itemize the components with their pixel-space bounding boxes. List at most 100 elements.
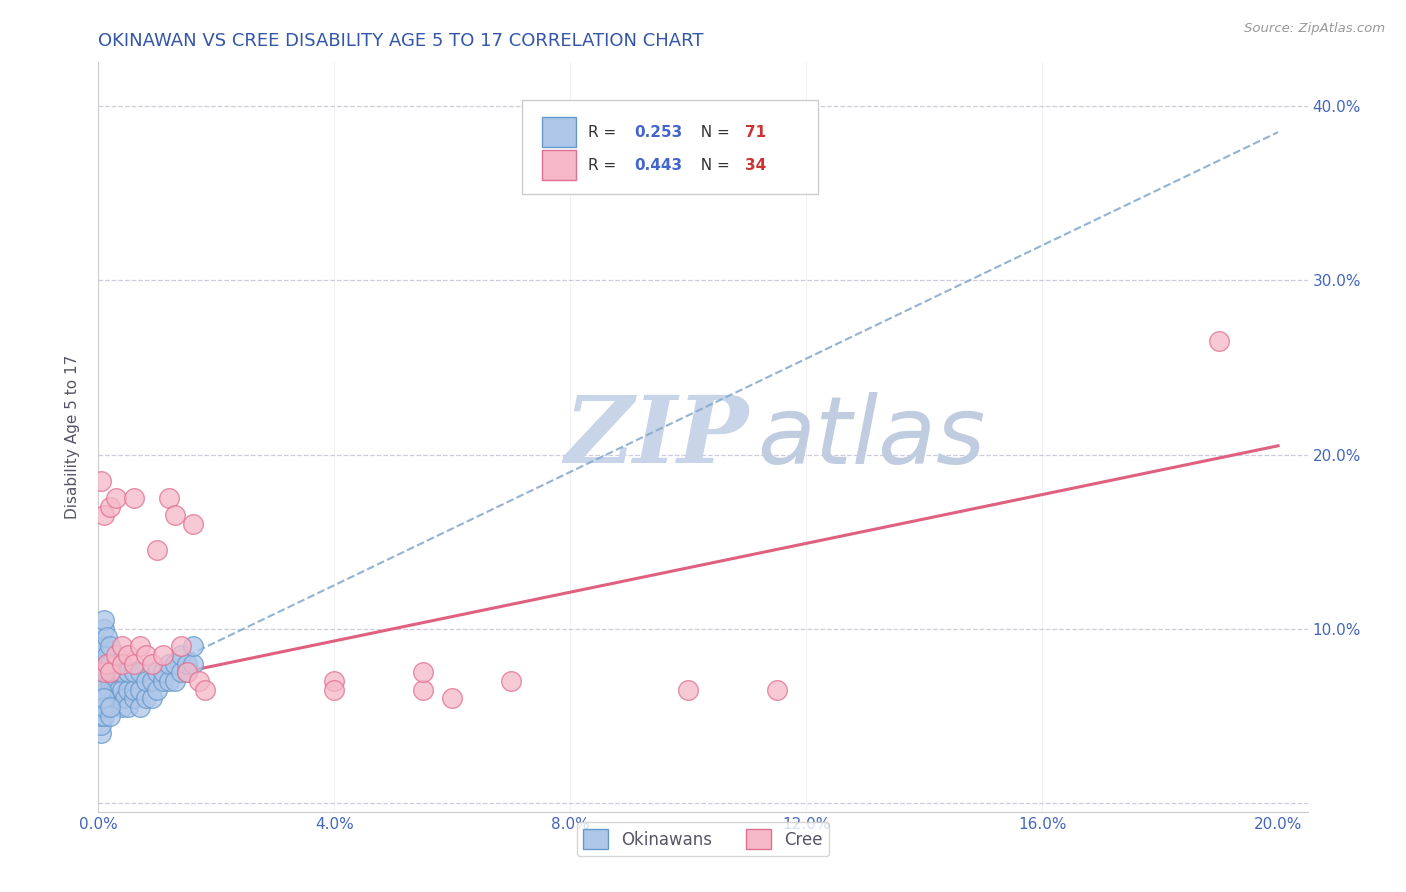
Point [98, 639, 121, 653]
Point [93, 665, 115, 680]
Point [101, 665, 124, 680]
Point [96, 682, 118, 697]
Point [141, 691, 163, 706]
Point [111, 657, 134, 671]
Point [96, 631, 118, 645]
Point [187, 673, 209, 688]
Point [141, 657, 163, 671]
Point [157, 657, 180, 671]
Point [108, 665, 131, 680]
Point [165, 673, 187, 688]
Point [146, 665, 169, 680]
Point [90, 474, 112, 488]
Point [98, 665, 121, 680]
Point [93, 700, 115, 714]
Text: 0.253: 0.253 [634, 125, 682, 140]
Point [157, 491, 180, 505]
Text: N =: N = [690, 125, 734, 140]
Text: atlas: atlas [758, 392, 986, 483]
Point [117, 682, 139, 697]
Point [93, 709, 115, 723]
Point [105, 673, 128, 688]
Point [152, 673, 174, 688]
Point [93, 639, 115, 653]
Point [135, 691, 157, 706]
Point [98, 709, 121, 723]
Point [98, 673, 121, 688]
Point [96, 657, 118, 671]
Point [101, 682, 124, 697]
Point [90, 700, 112, 714]
Point [117, 700, 139, 714]
Point [93, 700, 115, 714]
Point [93, 691, 115, 706]
Point [111, 682, 134, 697]
Point [128, 682, 150, 697]
Point [105, 491, 128, 505]
Text: 71: 71 [745, 125, 766, 140]
Point [194, 682, 217, 697]
FancyBboxPatch shape [543, 150, 576, 180]
Point [152, 648, 174, 662]
Point [93, 613, 115, 627]
Point [105, 648, 128, 662]
Point [90, 665, 112, 680]
Point [176, 665, 198, 680]
Point [323, 673, 346, 688]
Y-axis label: Disability Age 5 to 17: Disability Age 5 to 17 [65, 355, 80, 519]
Point [98, 700, 121, 714]
Point [90, 648, 112, 662]
Point [165, 657, 187, 671]
Point [105, 665, 128, 680]
Text: 0.443: 0.443 [634, 158, 682, 172]
Point [152, 665, 174, 680]
Point [111, 700, 134, 714]
Point [176, 665, 198, 680]
Point [170, 639, 193, 653]
Point [98, 665, 121, 680]
Point [90, 709, 112, 723]
Point [181, 657, 204, 671]
Point [98, 500, 121, 514]
Point [122, 682, 145, 697]
Point [105, 691, 128, 706]
Point [441, 691, 464, 706]
Point [135, 673, 157, 688]
Point [96, 665, 118, 680]
Point [105, 657, 128, 671]
Point [108, 682, 131, 697]
Point [170, 665, 193, 680]
Point [146, 682, 169, 697]
Point [93, 691, 115, 706]
Point [141, 673, 163, 688]
Point [90, 717, 112, 731]
Point [501, 673, 523, 688]
Point [98, 657, 121, 671]
Point [765, 682, 787, 697]
FancyBboxPatch shape [543, 117, 576, 147]
Point [93, 673, 115, 688]
Point [117, 665, 139, 680]
Point [170, 648, 193, 662]
Point [90, 682, 112, 697]
Point [1208, 334, 1230, 349]
Point [93, 657, 115, 671]
Point [165, 508, 187, 523]
Text: R =: R = [588, 158, 621, 172]
Point [105, 682, 128, 697]
FancyBboxPatch shape [522, 100, 818, 194]
Point [157, 673, 180, 688]
Point [181, 517, 204, 532]
Point [122, 657, 145, 671]
Point [90, 691, 112, 706]
Point [93, 691, 115, 706]
Point [323, 682, 346, 697]
Point [181, 639, 204, 653]
Point [176, 657, 198, 671]
Point [98, 682, 121, 697]
Point [111, 665, 134, 680]
Point [90, 726, 112, 740]
Point [678, 682, 700, 697]
Point [135, 648, 157, 662]
Point [122, 491, 145, 505]
